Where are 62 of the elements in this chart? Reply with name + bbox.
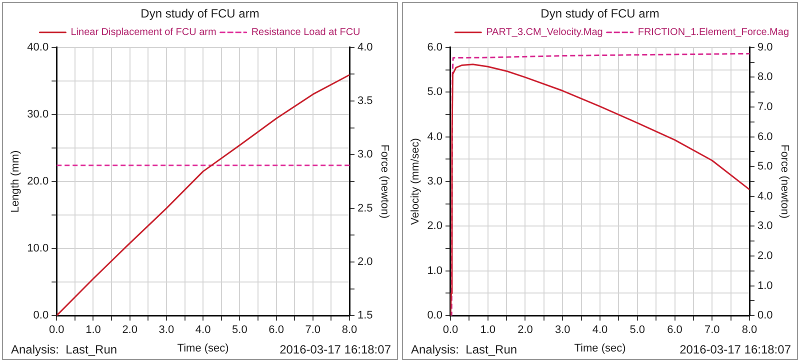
y-tick-label: 3.0 [427,176,442,188]
legend-label: PART_3.CM_Velocity.Mag [486,27,603,38]
x-tick-label: 1.0 [480,324,496,336]
y2-tick-label: 2.0 [758,250,773,262]
x-tick-label: 0.0 [442,324,458,336]
x-tick-label: 4.0 [195,324,211,336]
y2-tick-label: 2.0 [358,256,373,268]
y2-tick-label: 1.0 [758,280,773,292]
y2-tick-label: 4.0 [358,41,373,54]
x-tick-label: 4.0 [592,324,608,336]
chart-title: Dyn study of FCU arm [540,6,660,21]
x-tick-label: 0.0 [48,324,64,336]
y2-tick-label: 1.5 [358,310,373,322]
x-tick-label: 5.0 [630,324,646,336]
chart-title: Dyn study of FCU arm [140,6,260,21]
x-tick-label: 5.0 [232,324,248,336]
x-tick-label: 2.0 [518,324,533,336]
y2-tick-label: 3.0 [358,148,373,161]
y2-tick-label: 3.5 [358,95,373,108]
y2-tick-label: 7.0 [758,101,773,114]
y2-tick-label: 5.0 [758,160,773,173]
y-tick-label: 5.0 [427,86,442,98]
y-tick-label: 1.0 [427,264,442,277]
x-tick-label: 3.0 [158,324,174,336]
y-tick-label: 2.0 [427,220,442,232]
y2-tick-label: 3.0 [758,220,773,232]
legend-label: FRICTION_1.Element_Force.Mag [638,27,790,38]
x-tick-label: 7.0 [704,324,720,336]
x-tick-label: 8.0 [742,324,758,336]
y2-tick-label: 8.0 [758,71,773,84]
y2-tick-label: 9.0 [758,41,773,54]
x-axis-title: Time (sec) [574,342,626,354]
legend-label: Linear Displacement of FCU arm [70,27,216,38]
x-tick-label: 8.0 [342,324,358,336]
y2-axis-title: Force (newton) [778,144,790,218]
y2-tick-label: 6.0 [758,130,773,143]
y2-axis-title: Force (newton) [378,144,390,218]
y-tick-label: 0.0 [427,310,442,322]
y-tick-label: 40.0 [27,41,49,54]
y-axis-title: Length (mm) [10,150,22,213]
y-tick-label: 0.0 [33,310,49,322]
x-tick-label: 1.0 [86,324,101,336]
y-tick-label: 10.0 [27,242,49,255]
y-tick-label: 6.0 [427,41,442,54]
y-tick-label: 30.0 [27,108,49,120]
y-tick-label: 4.0 [427,130,442,143]
y2-tick-label: 0.0 [758,310,773,322]
text: Analysis: Last_Run [11,342,118,356]
x-tick-label: 2.0 [122,324,138,336]
y2-tick-label: 4.0 [758,190,773,202]
x-axis-title: Time (sec) [177,342,229,354]
x-tick-label: 3.0 [554,324,570,336]
x-tick-label: 6.0 [667,324,682,336]
text: 2016-03-17 16:18:07 [280,342,392,356]
x-tick-label: 7.0 [305,324,321,336]
y-tick-label: 20.0 [27,176,49,188]
legend-label: Resistance Load at FCU [251,27,360,38]
text: Analysis: Last_Run [411,342,518,356]
y2-tick-label: 2.5 [358,202,373,214]
y-axis-title: Velocity (mm/sec) [410,138,422,225]
x-tick-label: 6.0 [268,324,284,336]
text: 2016-03-17 16:18:07 [680,342,792,356]
